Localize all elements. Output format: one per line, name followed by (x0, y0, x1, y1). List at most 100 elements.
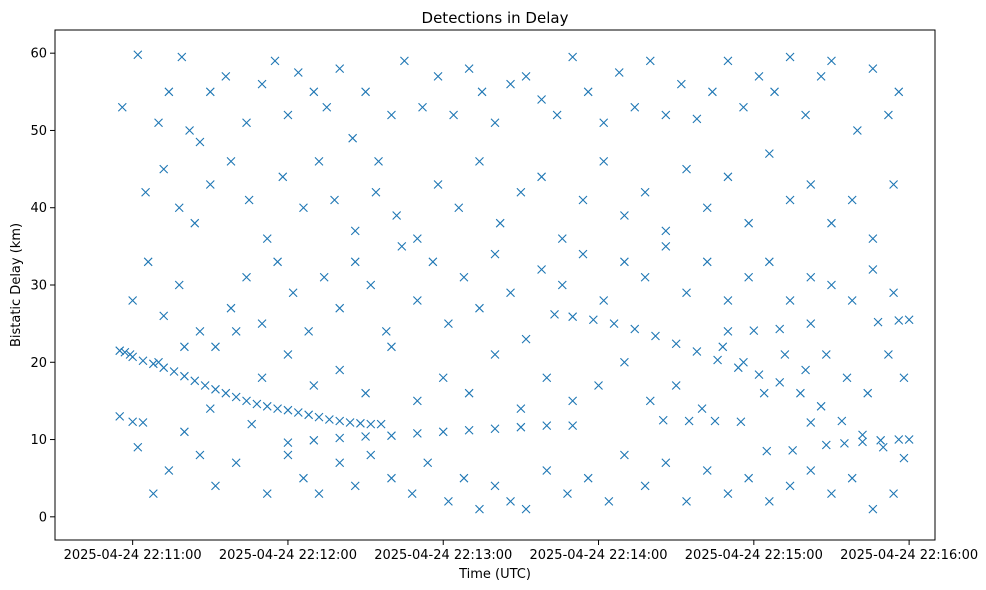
data-point-noise (702, 203, 712, 213)
data-point-noise (868, 64, 878, 74)
data-point-noise (231, 458, 241, 468)
data-point-noise (599, 156, 609, 166)
data-point-track-b (490, 424, 500, 434)
data-point-track-d (894, 435, 904, 444)
data-point-noise (816, 71, 826, 81)
data-point-noise (594, 381, 603, 390)
data-point-track-d (840, 439, 849, 448)
data-point-track-a (283, 405, 293, 415)
data-point-noise (314, 156, 324, 166)
data-point-noise (314, 489, 324, 499)
data-point-noise (847, 473, 857, 483)
data-point-noise (847, 195, 857, 205)
data-point-noise (257, 373, 267, 383)
data-point-noise (350, 481, 360, 491)
data-point-noise (884, 110, 893, 120)
data-point-noise (371, 187, 381, 197)
data-point-track-b (464, 425, 474, 435)
data-point-noise (400, 56, 409, 66)
data-point-track-f (806, 418, 816, 427)
data-point-noise (283, 450, 293, 460)
data-point-noise (154, 118, 163, 128)
data-point-noise (444, 496, 453, 506)
data-point-noise (723, 56, 733, 66)
data-point-noise (412, 396, 422, 406)
data-point-noise (827, 218, 836, 228)
data-point-noise (141, 187, 150, 197)
data-point-noise (159, 311, 169, 321)
data-point-noise (744, 473, 754, 483)
data-point-noise (552, 110, 562, 120)
y-tick-label: 50 (30, 124, 47, 139)
data-point-noise (692, 114, 702, 124)
y-tick-label: 40 (30, 201, 47, 216)
data-point-track-a (304, 410, 314, 420)
data-point-noise (661, 226, 671, 236)
data-point-noise (578, 195, 588, 205)
data-point-noise (739, 102, 748, 112)
data-point-track-d (858, 437, 867, 447)
data-point-noise (827, 56, 836, 66)
data-point-noise (620, 357, 629, 367)
x-tick-label: 2025-04-24 22:15:00 (685, 548, 823, 563)
x-axis: 2025-04-24 22:11:00 2025-04-24 22:12:00 20… (64, 540, 978, 563)
data-point-track-c (692, 347, 702, 356)
data-point-noise (459, 272, 469, 282)
data-point-noise (433, 71, 443, 81)
data-point-noise (583, 87, 593, 97)
data-point-noise (242, 118, 251, 128)
data-point-track-d (904, 435, 914, 444)
data-point-noise (702, 257, 712, 267)
data-point-noise (676, 79, 686, 89)
data-point-noise (661, 241, 671, 251)
data-point-noise (521, 71, 531, 81)
data-point-noise (764, 496, 774, 506)
data-point-track-b (115, 411, 125, 421)
data-point-track-c (550, 309, 559, 319)
data-point-noise (780, 350, 790, 359)
data-point-noise (640, 481, 650, 491)
data-point-track-f (658, 415, 668, 425)
data-point-track-a (231, 392, 241, 402)
data-point-noise (304, 326, 314, 336)
data-point-noise (490, 118, 500, 128)
data-point-noise (464, 64, 474, 74)
data-point-noise (428, 257, 438, 267)
data-point-noise (506, 79, 515, 89)
data-point-noise (516, 404, 526, 414)
data-point-track-c (837, 416, 847, 426)
data-point-track-a (293, 408, 303, 417)
data-point-noise (477, 87, 487, 97)
data-point-noise (309, 87, 319, 97)
data-point-noise (366, 450, 376, 460)
data-point-track-e (775, 324, 785, 334)
data-point-track-b (138, 418, 148, 427)
data-point-noise (335, 64, 345, 74)
data-point-track-a (335, 416, 345, 426)
data-point-noise (387, 342, 396, 352)
data-point-noise (366, 280, 376, 290)
data-point-noise (490, 249, 500, 259)
data-point-noise (785, 52, 795, 62)
data-point-noise (454, 203, 464, 213)
data-point-noise (718, 342, 728, 352)
data-point-noise (205, 404, 215, 414)
data-point-noise (852, 126, 862, 135)
data-point-noise (350, 226, 360, 236)
data-point-noise (133, 442, 143, 452)
data-point-track-c (796, 388, 805, 398)
data-point-noise (697, 404, 707, 414)
data-point-noise (231, 326, 241, 336)
data-point-noise (744, 218, 754, 228)
data-point-noise (117, 102, 127, 112)
data-point-track-b (412, 428, 422, 438)
x-tick-label: 2025-04-24 22:11:00 (64, 548, 202, 563)
data-point-noise (557, 234, 567, 244)
data-point-noise (154, 357, 163, 367)
data-point-track-a (120, 347, 130, 357)
y-tick-label: 30 (30, 279, 47, 294)
data-point-noise (174, 280, 184, 290)
data-point-noise (785, 296, 795, 305)
data-point-noise (164, 87, 174, 97)
